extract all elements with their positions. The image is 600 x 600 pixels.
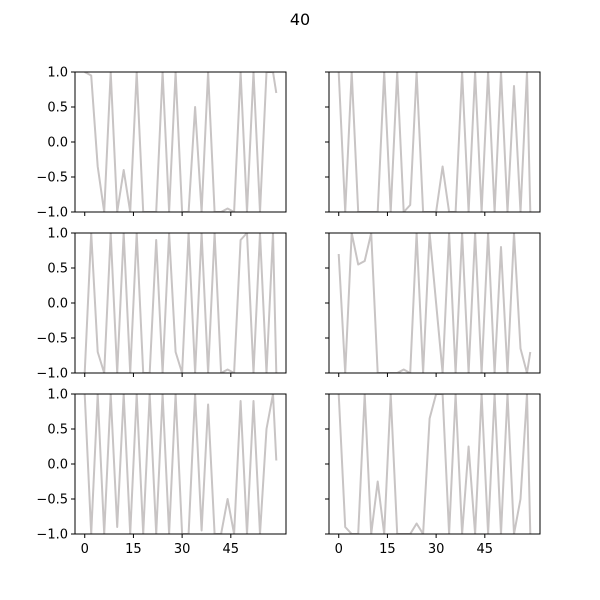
y-tick-label: −1.0 <box>36 528 68 543</box>
y-tick-label: −1.0 <box>36 367 68 382</box>
x-tick-label: 45 <box>223 542 240 557</box>
subplot-4 <box>325 232 541 377</box>
y-tick-label: 0.5 <box>47 262 68 277</box>
x-tick-label: 0 <box>81 542 89 557</box>
y-tick-label: 1.0 <box>47 227 68 242</box>
figure-title: 40 <box>289 10 311 29</box>
x-tick-label: 15 <box>125 542 142 557</box>
y-tick-label: 0.0 <box>47 136 68 151</box>
y-tick-label: 0.0 <box>47 458 68 473</box>
series-line <box>337 233 532 373</box>
series-line <box>83 394 278 534</box>
y-tick-label: −1.0 <box>36 206 68 221</box>
subplot-3: −1.0 −0.5 0.0 0.5 1.0 <box>36 227 287 382</box>
subplot-1: −1.0 −0.5 0.0 0.5 1.0 <box>36 66 287 221</box>
y-tick-label: 1.0 <box>47 66 68 81</box>
series-line <box>84 72 278 212</box>
x-tick-label: 0 <box>335 542 343 557</box>
x-tick-label: 15 <box>379 542 396 557</box>
x-tick-label: 45 <box>477 542 494 557</box>
y-tick-label: 0.5 <box>47 101 68 116</box>
y-tick-label: 0.5 <box>47 423 68 438</box>
subplot-5: −1.0 −0.5 0.0 0.5 1.0 0 15 30 45 <box>36 388 287 557</box>
y-tick-label: −0.5 <box>36 171 68 186</box>
y-tick-label: 0.0 <box>47 297 68 312</box>
subplot-2 <box>325 71 541 216</box>
y-tick-label: −0.5 <box>36 493 68 508</box>
subplot-6: 0 15 30 45 <box>325 393 541 557</box>
series-line <box>337 394 532 534</box>
y-tick-label: −0.5 <box>36 332 68 347</box>
series-line <box>337 72 532 212</box>
y-tick-label: 1.0 <box>47 388 68 403</box>
x-tick-label: 30 <box>428 542 445 557</box>
x-tick-label: 30 <box>174 542 191 557</box>
series-line <box>83 233 278 373</box>
